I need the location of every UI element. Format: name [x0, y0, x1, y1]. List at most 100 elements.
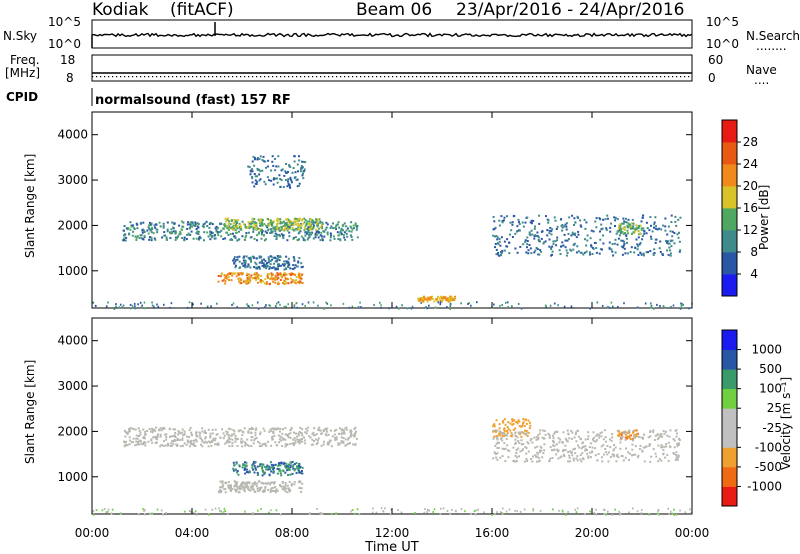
data-cell [514, 427, 517, 430]
data-cell [276, 220, 279, 223]
data-cell [514, 247, 517, 250]
data-cell [658, 458, 661, 461]
nave-dot [252, 76, 254, 78]
data-cell [312, 221, 315, 224]
data-cell [548, 460, 551, 463]
data-cell [314, 221, 317, 224]
data-cell [468, 302, 470, 304]
data-cell [627, 430, 630, 433]
data-cell [583, 218, 586, 221]
data-cell [543, 241, 546, 244]
data-cell [567, 460, 569, 463]
data-cell [506, 449, 509, 452]
data-cell [537, 236, 540, 239]
data-cell [244, 259, 247, 262]
data-cell [586, 234, 589, 237]
data-cell [267, 440, 270, 443]
data-cell [599, 230, 601, 233]
data-cell [151, 304, 154, 307]
data-cell [247, 281, 250, 284]
nave-dot [368, 76, 370, 78]
data-cell [628, 511, 630, 514]
data-cell [267, 261, 270, 264]
data-cell [587, 455, 590, 458]
data-cell [224, 488, 227, 491]
data-cell [497, 243, 500, 246]
data-cell [639, 241, 642, 244]
data-cell [351, 228, 354, 231]
data-cell [272, 256, 275, 259]
data-cell [650, 302, 652, 305]
data-cell [653, 226, 655, 229]
data-cell [245, 227, 248, 230]
data-cell [253, 490, 256, 493]
data-cell [677, 218, 680, 221]
colorbar-tick-label: 100 [759, 382, 782, 396]
data-cell [316, 439, 319, 442]
data-cell [574, 447, 576, 450]
data-cell [279, 427, 282, 430]
data-cell [346, 443, 349, 445]
data-cell [273, 177, 276, 179]
data-cell [406, 307, 409, 310]
data-cell [270, 429, 273, 432]
data-cell [198, 237, 200, 240]
data-cell [648, 229, 651, 232]
data-cell [232, 461, 235, 464]
data-cell [298, 155, 300, 158]
data-cell [256, 175, 258, 178]
data-cell [142, 443, 145, 446]
nave-dot [664, 76, 666, 78]
data-cell [496, 511, 498, 514]
y-tick-label: 4000 [57, 128, 88, 142]
nave-dot [568, 76, 570, 78]
data-cell [235, 438, 238, 441]
data-cell [598, 436, 601, 439]
data-cell [273, 467, 275, 470]
data-cell [219, 486, 222, 489]
data-cell [236, 486, 239, 489]
data-cell [650, 235, 652, 238]
data-cell [535, 436, 538, 439]
data-cell [297, 440, 300, 443]
data-cell [349, 429, 352, 432]
data-cell [162, 222, 165, 225]
data-cell [274, 304, 277, 307]
data-cell [300, 170, 302, 173]
data-cell [438, 297, 441, 300]
data-cell [288, 227, 291, 230]
data-cell [276, 257, 279, 260]
nave-dot [460, 76, 462, 78]
data-cell [176, 444, 179, 447]
data-cell [282, 263, 285, 266]
data-cell [316, 233, 319, 236]
data-cell [285, 434, 288, 436]
data-cell [244, 472, 247, 475]
data-cell [229, 223, 232, 226]
data-cell [262, 262, 265, 265]
data-cell [242, 431, 245, 434]
colorbar-tick-label: 20 [743, 179, 758, 193]
data-cell [623, 242, 626, 245]
data-cell [342, 229, 345, 232]
data-cell [589, 456, 592, 459]
data-cell [511, 221, 514, 224]
data-cell [214, 237, 217, 240]
data-cell [284, 471, 287, 474]
data-cell [319, 429, 322, 432]
data-cell [660, 444, 663, 447]
data-cell [257, 218, 260, 221]
data-cell [223, 274, 226, 277]
data-cell [203, 431, 206, 434]
data-cell [516, 230, 518, 233]
data-cell [134, 428, 137, 431]
data-cell [516, 225, 519, 228]
data-cell [150, 231, 153, 234]
data-cell [254, 437, 257, 440]
data-cell [153, 428, 155, 431]
y-tick-label: 1000 [57, 470, 88, 484]
data-cell [662, 305, 665, 307]
data-cell [227, 427, 230, 430]
data-cell [241, 481, 244, 484]
